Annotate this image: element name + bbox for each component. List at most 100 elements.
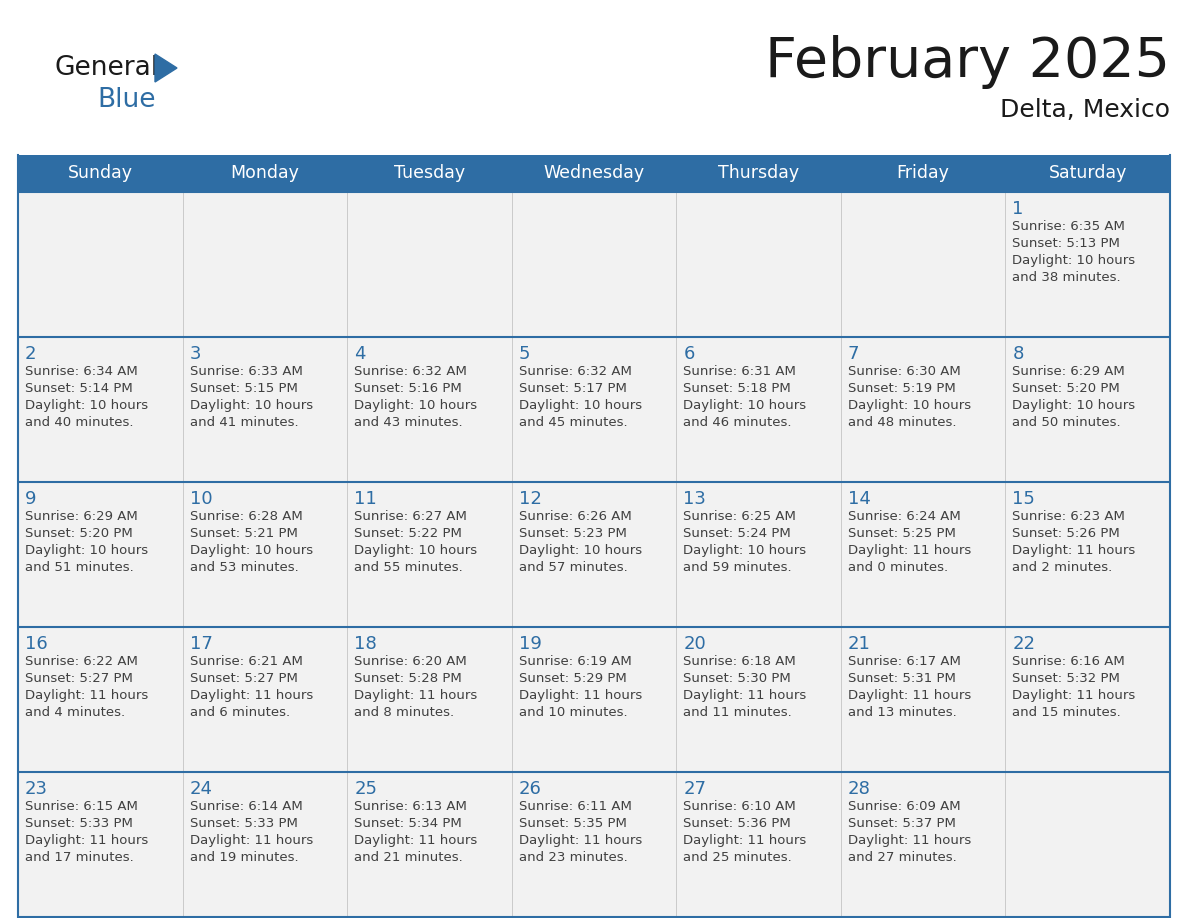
- Text: Daylight: 11 hours: Daylight: 11 hours: [683, 689, 807, 702]
- Text: Sunrise: 6:23 AM: Sunrise: 6:23 AM: [1012, 510, 1125, 523]
- Text: Sunrise: 6:33 AM: Sunrise: 6:33 AM: [190, 365, 303, 378]
- Text: 19: 19: [519, 635, 542, 653]
- Text: Sunset: 5:36 PM: Sunset: 5:36 PM: [683, 817, 791, 830]
- Text: Daylight: 10 hours: Daylight: 10 hours: [519, 544, 642, 557]
- Text: and 6 minutes.: and 6 minutes.: [190, 706, 290, 719]
- Text: 13: 13: [683, 490, 706, 508]
- Text: and 11 minutes.: and 11 minutes.: [683, 706, 792, 719]
- Bar: [183, 192, 347, 337]
- Bar: [841, 192, 1005, 337]
- Text: Sunset: 5:27 PM: Sunset: 5:27 PM: [190, 672, 297, 685]
- Bar: [676, 192, 841, 337]
- Text: and 15 minutes.: and 15 minutes.: [1012, 706, 1121, 719]
- Bar: [676, 482, 841, 627]
- Text: Sunset: 5:19 PM: Sunset: 5:19 PM: [848, 382, 955, 395]
- Text: 25: 25: [354, 780, 377, 798]
- Text: Daylight: 11 hours: Daylight: 11 hours: [1012, 544, 1136, 557]
- Text: Daylight: 10 hours: Daylight: 10 hours: [190, 399, 312, 412]
- Bar: [841, 627, 1005, 772]
- Text: Sunrise: 6:31 AM: Sunrise: 6:31 AM: [683, 365, 796, 378]
- Text: Sunrise: 6:26 AM: Sunrise: 6:26 AM: [519, 510, 632, 523]
- Bar: [512, 482, 676, 627]
- Text: Daylight: 11 hours: Daylight: 11 hours: [848, 689, 971, 702]
- Bar: [1005, 772, 1170, 917]
- Text: and 0 minutes.: and 0 minutes.: [848, 561, 948, 574]
- Text: Daylight: 10 hours: Daylight: 10 hours: [683, 544, 807, 557]
- Text: Friday: Friday: [897, 164, 949, 183]
- Text: Sunrise: 6:29 AM: Sunrise: 6:29 AM: [25, 510, 138, 523]
- Text: Saturday: Saturday: [1049, 164, 1127, 183]
- Text: Sunset: 5:15 PM: Sunset: 5:15 PM: [190, 382, 297, 395]
- Text: Blue: Blue: [97, 87, 156, 113]
- Text: Daylight: 10 hours: Daylight: 10 hours: [1012, 254, 1136, 267]
- Text: and 8 minutes.: and 8 minutes.: [354, 706, 454, 719]
- Text: Sunrise: 6:35 AM: Sunrise: 6:35 AM: [1012, 220, 1125, 233]
- Bar: [18, 337, 183, 482]
- Bar: [676, 772, 841, 917]
- Text: and 46 minutes.: and 46 minutes.: [683, 416, 791, 429]
- Bar: [347, 337, 512, 482]
- Bar: [512, 627, 676, 772]
- Text: 15: 15: [1012, 490, 1035, 508]
- Text: Sunset: 5:35 PM: Sunset: 5:35 PM: [519, 817, 626, 830]
- Text: and 27 minutes.: and 27 minutes.: [848, 851, 956, 864]
- Bar: [1005, 482, 1170, 627]
- Bar: [512, 192, 676, 337]
- Text: and 45 minutes.: and 45 minutes.: [519, 416, 627, 429]
- Text: Sunrise: 6:09 AM: Sunrise: 6:09 AM: [848, 800, 960, 813]
- Bar: [18, 482, 183, 627]
- Text: Sunrise: 6:32 AM: Sunrise: 6:32 AM: [354, 365, 467, 378]
- Bar: [18, 155, 1170, 192]
- Text: Sunrise: 6:21 AM: Sunrise: 6:21 AM: [190, 655, 303, 668]
- Text: Sunrise: 6:28 AM: Sunrise: 6:28 AM: [190, 510, 302, 523]
- Bar: [183, 627, 347, 772]
- Text: Thursday: Thursday: [718, 164, 800, 183]
- Text: Sunrise: 6:29 AM: Sunrise: 6:29 AM: [1012, 365, 1125, 378]
- Text: Daylight: 11 hours: Daylight: 11 hours: [354, 689, 478, 702]
- Bar: [347, 772, 512, 917]
- Bar: [1005, 627, 1170, 772]
- Text: Daylight: 11 hours: Daylight: 11 hours: [683, 834, 807, 847]
- Text: and 13 minutes.: and 13 minutes.: [848, 706, 956, 719]
- Text: Sunrise: 6:27 AM: Sunrise: 6:27 AM: [354, 510, 467, 523]
- Text: Sunset: 5:27 PM: Sunset: 5:27 PM: [25, 672, 133, 685]
- Text: 2: 2: [25, 345, 37, 363]
- Polygon shape: [154, 54, 177, 82]
- Text: 28: 28: [848, 780, 871, 798]
- Text: Daylight: 11 hours: Daylight: 11 hours: [190, 689, 312, 702]
- Text: Daylight: 11 hours: Daylight: 11 hours: [1012, 689, 1136, 702]
- Text: Delta, Mexico: Delta, Mexico: [1000, 98, 1170, 122]
- Bar: [183, 337, 347, 482]
- Text: and 17 minutes.: and 17 minutes.: [25, 851, 134, 864]
- Text: Sunset: 5:20 PM: Sunset: 5:20 PM: [1012, 382, 1120, 395]
- Text: and 59 minutes.: and 59 minutes.: [683, 561, 792, 574]
- Text: Daylight: 11 hours: Daylight: 11 hours: [848, 834, 971, 847]
- Text: Daylight: 10 hours: Daylight: 10 hours: [354, 544, 478, 557]
- Text: Wednesday: Wednesday: [543, 164, 645, 183]
- Text: and 10 minutes.: and 10 minutes.: [519, 706, 627, 719]
- Bar: [841, 482, 1005, 627]
- Bar: [183, 482, 347, 627]
- Text: 16: 16: [25, 635, 48, 653]
- Text: Daylight: 10 hours: Daylight: 10 hours: [683, 399, 807, 412]
- Text: and 23 minutes.: and 23 minutes.: [519, 851, 627, 864]
- Bar: [676, 627, 841, 772]
- Text: Daylight: 10 hours: Daylight: 10 hours: [1012, 399, 1136, 412]
- Bar: [18, 627, 183, 772]
- Text: 9: 9: [25, 490, 37, 508]
- Text: Sunset: 5:30 PM: Sunset: 5:30 PM: [683, 672, 791, 685]
- Text: Daylight: 10 hours: Daylight: 10 hours: [190, 544, 312, 557]
- Text: Sunrise: 6:18 AM: Sunrise: 6:18 AM: [683, 655, 796, 668]
- Text: 18: 18: [354, 635, 377, 653]
- Bar: [347, 627, 512, 772]
- Text: Daylight: 10 hours: Daylight: 10 hours: [25, 399, 148, 412]
- Bar: [347, 482, 512, 627]
- Bar: [841, 772, 1005, 917]
- Text: Sunset: 5:37 PM: Sunset: 5:37 PM: [848, 817, 955, 830]
- Text: Sunrise: 6:25 AM: Sunrise: 6:25 AM: [683, 510, 796, 523]
- Text: 14: 14: [848, 490, 871, 508]
- Text: 6: 6: [683, 345, 695, 363]
- Text: Sunset: 5:23 PM: Sunset: 5:23 PM: [519, 527, 626, 540]
- Text: 4: 4: [354, 345, 366, 363]
- Text: Sunrise: 6:20 AM: Sunrise: 6:20 AM: [354, 655, 467, 668]
